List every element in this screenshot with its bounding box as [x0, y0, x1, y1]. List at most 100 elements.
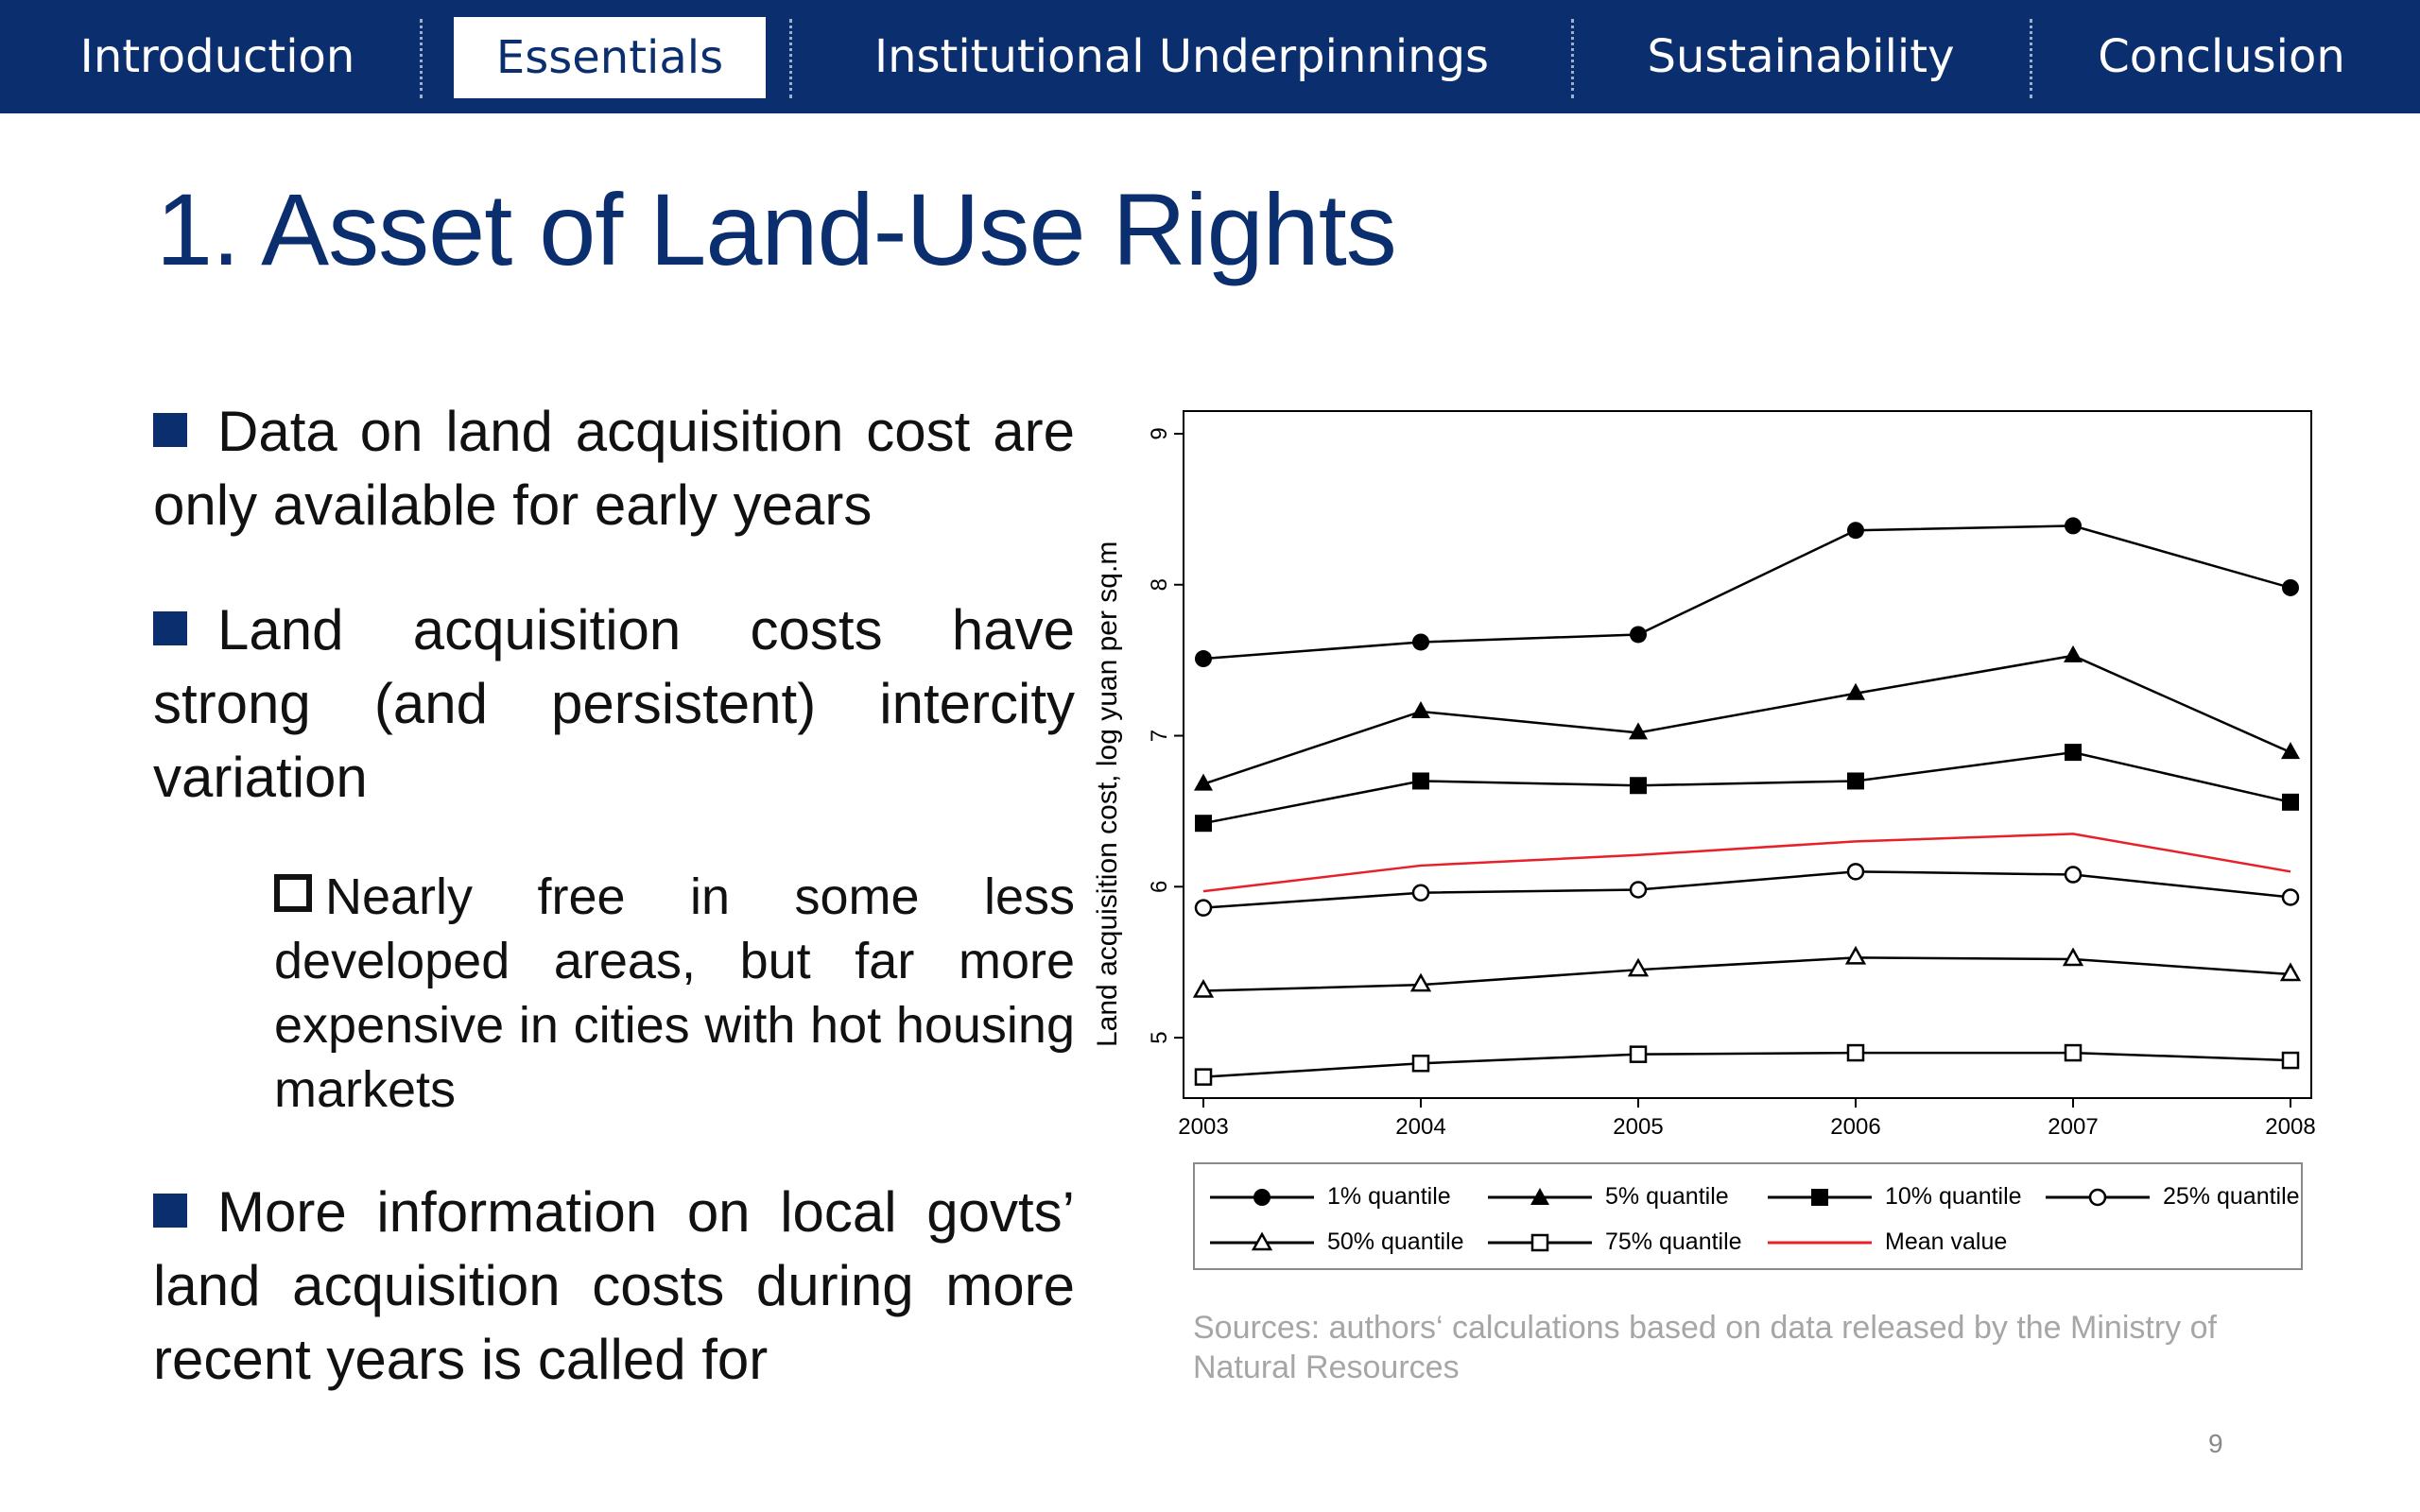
- series-line-5pct-quantile: [1202, 654, 2291, 785]
- open-triangle-marker-icon: [1210, 1230, 1314, 1250]
- data-point-75pct-quantile: [1629, 1045, 1648, 1063]
- legend-label: 10% quantile: [1885, 1183, 2022, 1210]
- nav-divider: [420, 19, 423, 98]
- data-point-5pct-quantile: [2281, 742, 2300, 760]
- legend-label: 25% quantile: [2163, 1183, 2300, 1210]
- legend-item-50pct: 50% quantile: [1210, 1228, 1464, 1256]
- tab-sustainability[interactable]: Sustainability: [1647, 30, 1955, 83]
- bullet-text: More information on local govts’ land ac…: [153, 1180, 1075, 1391]
- series-line-25pct-quantile: [1202, 870, 2291, 909]
- tab-conclusion[interactable]: Conclusion: [2098, 30, 2345, 83]
- legend-item-25pct: 25% quantile: [2046, 1183, 2300, 1211]
- sub-bullet-free-vs-expensive: Nearly free in some less developed areas…: [274, 865, 1075, 1122]
- legend-item-1pct: 1% quantile: [1210, 1183, 1451, 1211]
- data-point-25pct-quantile: [2064, 866, 2083, 884]
- y-tick-label: 7: [1147, 730, 1172, 742]
- bullet-text: Nearly free in some less developed areas…: [274, 868, 1075, 1118]
- data-point-25pct-quantile: [1629, 881, 1648, 899]
- bullet-text: Data on land acquisition cost are only a…: [153, 400, 1075, 537]
- data-point-50pct-quantile: [2062, 947, 2084, 967]
- plot-frame: [1183, 410, 2312, 1099]
- legend-label: Mean value: [1885, 1228, 2008, 1255]
- page-number: 9: [2208, 1429, 2223, 1458]
- x-tick-label: 2003: [1178, 1114, 1228, 1140]
- data-point-75pct-quantile: [1411, 1055, 1430, 1073]
- data-point-25pct-quantile: [1846, 863, 1865, 881]
- data-point-5pct-quantile: [2064, 644, 2083, 662]
- hollow-square-bullet-icon: [274, 874, 312, 912]
- data-point-10pct-quantile: [1847, 772, 1864, 790]
- y-axis-title-text: Land acquisition cost, log yuan per sq.m: [1092, 541, 1123, 1047]
- series-line-50pct-quantile: [1202, 956, 2291, 992]
- data-point-10pct-quantile: [1195, 815, 1212, 833]
- y-tick-label: 9: [1147, 427, 1172, 439]
- bullet-data-availability: Data on land acquisition cost are only a…: [153, 395, 1075, 542]
- source-note: Sources: authors‘ calculations based on …: [1193, 1310, 2217, 1385]
- data-point-50pct-quantile: [1627, 957, 1650, 977]
- data-point-50pct-quantile: [2279, 962, 2302, 982]
- bullet-text: Land acquisition costs have strong (and …: [153, 598, 1075, 809]
- x-tick-label: 2004: [1395, 1114, 1445, 1140]
- nav-divider: [789, 19, 792, 98]
- data-point-5pct-quantile: [1411, 700, 1430, 718]
- legend-item-75pct: 75% quantile: [1488, 1228, 1742, 1256]
- data-point-5pct-quantile: [1194, 773, 1213, 791]
- bullet-square-icon: [153, 413, 187, 447]
- series-line-10pct-quantile: [1202, 750, 2291, 825]
- x-tick-label: 2007: [2048, 1114, 2098, 1140]
- legend-item-10pct: 10% quantile: [1768, 1183, 2022, 1211]
- data-point-5pct-quantile: [1846, 682, 1865, 700]
- legend-label: 5% quantile: [1605, 1183, 1729, 1210]
- data-point-1pct-quantile: [2065, 517, 2082, 535]
- nav-divider: [1571, 19, 1574, 98]
- land-cost-line-chart: 5 6 7 8 9 2003 2004 2005 2006 2007 2008: [1147, 410, 2316, 1140]
- x-tick-label: 2008: [2265, 1114, 2315, 1140]
- data-point-10pct-quantile: [2282, 793, 2299, 811]
- tab-introduction[interactable]: Introduction: [79, 30, 355, 83]
- page-title: 1. Asset of Land-Use Rights: [156, 172, 1397, 286]
- data-point-10pct-quantile: [2065, 744, 2082, 762]
- tab-essentials[interactable]: Essentials: [454, 17, 766, 98]
- data-point-75pct-quantile: [2064, 1043, 2083, 1062]
- data-point-1pct-quantile: [2282, 578, 2299, 596]
- data-point-1pct-quantile: [1412, 633, 1429, 651]
- data-point-10pct-quantile: [1412, 772, 1429, 790]
- red-line-marker-icon: [1768, 1241, 1872, 1244]
- filled-circle-marker-icon: [1210, 1188, 1314, 1206]
- legend-item-5pct: 5% quantile: [1488, 1183, 1729, 1211]
- data-point-75pct-quantile: [2281, 1051, 2300, 1070]
- data-point-75pct-quantile: [1194, 1068, 1213, 1086]
- legend-label: 1% quantile: [1327, 1183, 1451, 1210]
- data-point-10pct-quantile: [1630, 777, 1647, 795]
- open-circle-marker-icon: [2046, 1188, 2150, 1206]
- data-point-25pct-quantile: [1194, 899, 1213, 917]
- series-line-75pct-quantile: [1202, 1051, 2291, 1078]
- tab-institutional-underpinnings[interactable]: Institutional Underpinnings: [873, 30, 1490, 83]
- data-point-1pct-quantile: [1195, 650, 1212, 668]
- data-point-25pct-quantile: [1411, 884, 1430, 902]
- bullet-more-information: More information on local govts’ land ac…: [153, 1176, 1075, 1397]
- data-point-50pct-quantile: [1409, 972, 1432, 992]
- data-point-5pct-quantile: [1629, 722, 1648, 740]
- y-tick-label: 8: [1147, 578, 1172, 591]
- filled-square-marker-icon: [1768, 1188, 1872, 1206]
- legend-item-mean: Mean value: [1768, 1228, 2007, 1256]
- bullet-square-icon: [153, 1194, 187, 1228]
- data-point-1pct-quantile: [1847, 522, 1864, 540]
- filled-triangle-marker-icon: [1488, 1187, 1592, 1205]
- top-nav-bar: Introduction Essentials Institutional Un…: [0, 0, 2420, 113]
- y-tick-label: 5: [1147, 1031, 1172, 1043]
- x-tick-label: 2005: [1613, 1114, 1663, 1140]
- chart-legend: 1% quantile 5% quantile 10% quantile 25%…: [1193, 1162, 2303, 1270]
- data-point-50pct-quantile: [1844, 945, 1867, 965]
- bullet-intercity-variation: Land acquisition costs have strong (and …: [153, 593, 1075, 815]
- series-line-1pct-quantile: [1202, 524, 2291, 661]
- y-tick-label: 6: [1147, 881, 1172, 893]
- legend-label: 75% quantile: [1605, 1228, 1742, 1255]
- data-point-75pct-quantile: [1846, 1043, 1865, 1062]
- bullet-square-icon: [153, 611, 187, 645]
- data-point-50pct-quantile: [1192, 979, 1215, 998]
- open-square-marker-icon: [1488, 1233, 1592, 1251]
- series-line-mean-value: [1202, 833, 2291, 893]
- nav-divider: [2030, 19, 2032, 98]
